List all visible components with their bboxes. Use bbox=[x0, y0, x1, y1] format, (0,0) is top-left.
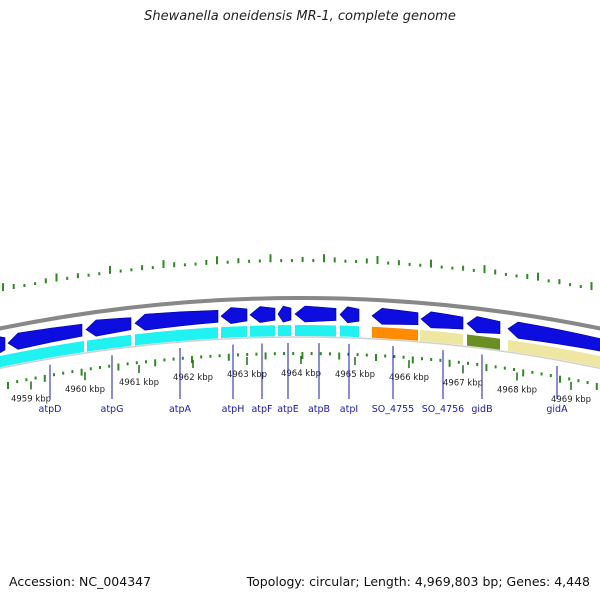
genome-title: Shewanella oneidensis MR-1, complete gen… bbox=[144, 9, 456, 24]
feature-block bbox=[278, 325, 291, 337]
accession-text: Accession: NC_004347 bbox=[9, 574, 152, 589]
gene-label: atpG bbox=[101, 404, 124, 415]
kbp-label: 4969 kbp bbox=[551, 395, 591, 405]
gene-arrow bbox=[466, 316, 501, 334]
kbp-label: 4968 kbp bbox=[497, 386, 537, 396]
kbp-label: 4963 kbp bbox=[227, 370, 267, 380]
gene-arrow bbox=[220, 307, 248, 324]
gene-label: SO_4755 bbox=[372, 404, 414, 415]
topology-text: Topology: circular; Length: 4,969,803 bp… bbox=[246, 574, 590, 589]
gc-skew-ticks bbox=[7, 352, 598, 390]
gene-arrow bbox=[507, 321, 600, 352]
gene-label: SO_4756 bbox=[422, 404, 464, 415]
gene-label: atpD bbox=[39, 404, 62, 415]
feature-ring-inner bbox=[0, 325, 600, 370]
kbp-label: 4964 kbp bbox=[281, 369, 321, 379]
gene-arrow bbox=[277, 305, 292, 323]
gene-label: atpB bbox=[308, 404, 330, 415]
gene-label: gidB bbox=[471, 404, 492, 415]
feature-block bbox=[340, 325, 359, 338]
gene-arrow bbox=[0, 336, 6, 354]
gene-arrow bbox=[249, 306, 276, 323]
feature-block bbox=[295, 325, 336, 337]
feature-block bbox=[372, 326, 418, 341]
gene-label: atpA bbox=[169, 404, 192, 415]
kbp-label: 4960 kbp bbox=[65, 385, 105, 395]
feature-block bbox=[467, 334, 500, 350]
gc-content-ticks bbox=[2, 254, 593, 292]
kbp-scale: 4959 kbp 4960 kbp 4961 kbp 4962 kbp 4963 kbp… bbox=[11, 356, 591, 405]
feature-ring-edge bbox=[0, 336, 600, 370]
kbp-label: 4965 kbp bbox=[335, 370, 375, 380]
gene-arrow bbox=[85, 317, 132, 337]
feature-block bbox=[87, 334, 131, 352]
genome-backbone-arc bbox=[0, 295, 600, 331]
gene-label: atpI bbox=[340, 404, 358, 415]
feature-block bbox=[508, 339, 600, 368]
feature-block bbox=[221, 325, 247, 339]
kbp-label: 4967 kbp bbox=[443, 378, 483, 388]
kbp-label: 4961 kbp bbox=[119, 378, 159, 388]
gene-label: gidA bbox=[546, 404, 568, 415]
feature-block bbox=[135, 327, 218, 346]
gene-labels: atpD atpG atpA atpH atpF atpE atpB atpI SO_4755 S… bbox=[39, 343, 568, 415]
gene-arrow bbox=[7, 323, 83, 350]
gene-arrows-outer bbox=[0, 305, 600, 354]
gene-label: atpH bbox=[222, 404, 245, 415]
kbp-label: 4966 kbp bbox=[389, 373, 429, 383]
gene-arrow bbox=[134, 309, 219, 331]
gene-label: atpE bbox=[277, 404, 299, 415]
feature-block bbox=[420, 329, 463, 346]
gene-arrow bbox=[371, 307, 419, 326]
kbp-label: 4959 kbp bbox=[11, 394, 51, 404]
kbp-label: 4962 kbp bbox=[173, 373, 213, 383]
gene-arrow bbox=[339, 306, 360, 324]
feature-block bbox=[0, 341, 84, 368]
feature-block bbox=[250, 325, 275, 337]
gene-arrow bbox=[420, 311, 464, 330]
gene-arrow bbox=[294, 305, 337, 323]
gene-label: atpF bbox=[251, 404, 272, 415]
